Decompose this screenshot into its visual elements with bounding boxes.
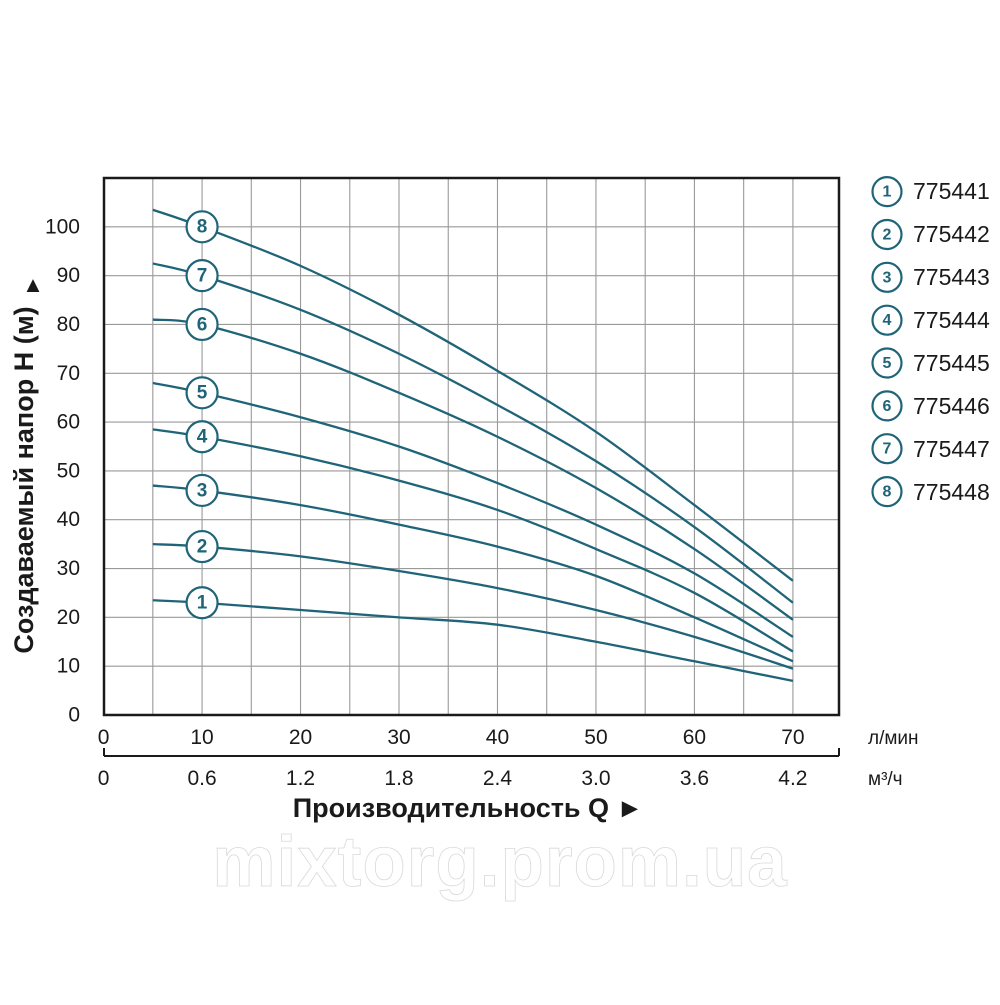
- svg-text:3: 3: [197, 480, 208, 501]
- svg-text:775442: 775442: [913, 221, 990, 247]
- svg-text:80: 80: [57, 313, 80, 336]
- svg-text:0.6: 0.6: [187, 767, 216, 790]
- svg-text:5: 5: [197, 383, 208, 404]
- svg-text:20: 20: [289, 726, 312, 749]
- svg-text:6: 6: [883, 398, 892, 415]
- svg-text:50: 50: [584, 726, 607, 749]
- svg-text:60: 60: [683, 726, 706, 749]
- svg-text:7: 7: [197, 266, 208, 287]
- svg-text:775444: 775444: [913, 307, 990, 333]
- svg-text:6: 6: [197, 314, 208, 335]
- svg-text:4: 4: [197, 427, 208, 448]
- svg-text:40: 40: [57, 508, 80, 531]
- svg-text:2: 2: [883, 227, 892, 244]
- svg-text:30: 30: [57, 557, 80, 580]
- svg-text:3.0: 3.0: [581, 767, 610, 790]
- svg-text:775443: 775443: [913, 264, 990, 290]
- svg-text:0: 0: [98, 726, 110, 749]
- svg-text:100: 100: [45, 215, 80, 238]
- svg-text:0: 0: [68, 704, 80, 727]
- svg-text:60: 60: [57, 411, 80, 434]
- svg-text:7: 7: [883, 441, 892, 458]
- svg-text:м³/ч: м³/ч: [868, 769, 903, 790]
- svg-text:775446: 775446: [913, 393, 990, 419]
- svg-text:0: 0: [98, 767, 110, 790]
- svg-text:3: 3: [883, 269, 892, 286]
- svg-text:20: 20: [57, 606, 80, 629]
- svg-text:775441: 775441: [913, 178, 990, 204]
- svg-text:30: 30: [387, 726, 410, 749]
- svg-text:1.2: 1.2: [286, 767, 315, 790]
- svg-text:4.2: 4.2: [778, 767, 807, 790]
- svg-text:2.4: 2.4: [483, 767, 513, 790]
- svg-text:1.8: 1.8: [384, 767, 413, 790]
- svg-text:4: 4: [883, 312, 892, 329]
- svg-text:1: 1: [883, 184, 892, 201]
- svg-text:70: 70: [781, 726, 804, 749]
- svg-text:90: 90: [57, 264, 80, 287]
- svg-text:10: 10: [190, 726, 213, 749]
- svg-text:5: 5: [883, 355, 892, 372]
- svg-text:Создаваемый напор H (м): Создаваемый напор H (м): [9, 306, 39, 653]
- svg-text:3.6: 3.6: [680, 767, 709, 790]
- svg-text:2: 2: [197, 536, 208, 557]
- svg-text:Производительность Q ►: Производительность Q ►: [293, 793, 644, 823]
- svg-text:40: 40: [486, 726, 509, 749]
- svg-text:1: 1: [197, 593, 208, 614]
- svg-text:л/мин: л/мин: [868, 728, 919, 749]
- svg-text:775445: 775445: [913, 350, 990, 376]
- svg-text:70: 70: [57, 362, 80, 385]
- svg-text:10: 10: [57, 655, 80, 678]
- svg-text:▲: ▲: [22, 272, 44, 297]
- svg-text:775448: 775448: [913, 479, 990, 505]
- svg-text:8: 8: [883, 484, 892, 501]
- svg-text:50: 50: [57, 459, 80, 482]
- svg-text:8: 8: [197, 217, 208, 238]
- svg-text:775447: 775447: [913, 436, 990, 462]
